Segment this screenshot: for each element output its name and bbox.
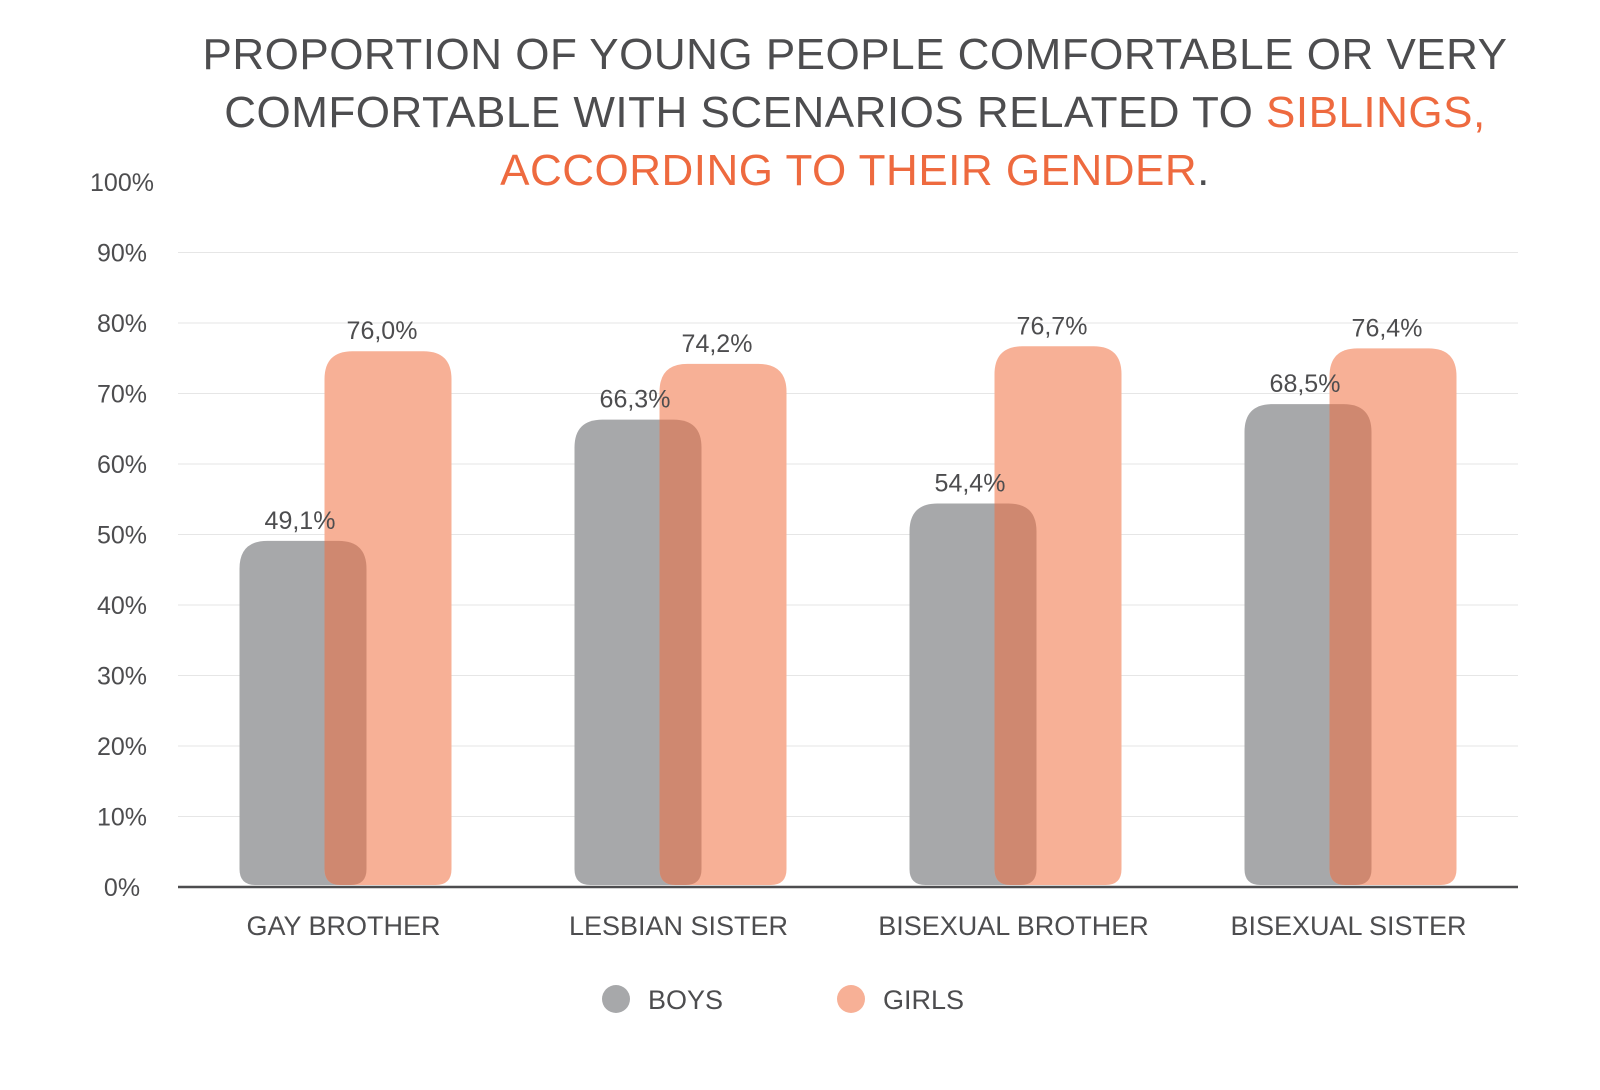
x-tick-label: LESBIAN SISTER [569, 911, 788, 941]
legend-girls-swatch [837, 985, 865, 1013]
title-highlight-gender: ACCORDING TO THEIR GENDER [500, 146, 1198, 195]
y-tick-label: 10% [97, 804, 147, 832]
title-period: . [1197, 146, 1210, 195]
bar-overlap [1329, 404, 1372, 885]
chart-title: PROPORTION OF YOUNG PEOPLE COMFORTABLE O… [60, 26, 1600, 200]
x-tick-label: BISEXUAL BROTHER [878, 911, 1149, 941]
legend-girls-label: GIRLS [883, 985, 964, 1015]
data-label-girls: 76,0% [347, 317, 418, 345]
y-tick-label: 80% [97, 310, 147, 338]
data-label-boys: 68,5% [1270, 370, 1341, 398]
y-tick-label: 40% [97, 592, 147, 620]
title-highlight-siblings: SIBLINGS, [1266, 88, 1486, 137]
title-line-2-text: COMFORTABLE WITH SCENARIOS RELATED TO [224, 88, 1267, 137]
y-tick-label: 0% [104, 874, 140, 902]
data-label-girls: 74,2% [682, 330, 753, 358]
bar-overlap [994, 503, 1037, 885]
data-label-boys: 66,3% [600, 386, 671, 414]
data-label-girls: 76,7% [1017, 312, 1088, 340]
legend-boys-swatch [602, 985, 630, 1013]
y-tick-label: 90% [97, 240, 147, 268]
y-tick-label: 70% [97, 381, 147, 409]
data-label-girls: 76,4% [1352, 314, 1423, 342]
y-tick-label: 30% [97, 663, 147, 691]
bar-overlap [324, 540, 367, 885]
x-tick-label: BISEXUAL SISTER [1230, 911, 1466, 941]
title-line-3: ACCORDING TO THEIR GENDER. [60, 142, 1600, 200]
y-tick-label: 100% [90, 169, 154, 197]
y-tick-label: 60% [97, 451, 147, 479]
data-label-boys: 54,4% [935, 469, 1006, 497]
y-tick-label: 20% [97, 733, 147, 761]
title-line-2: COMFORTABLE WITH SCENARIOS RELATED TO SI… [60, 84, 1600, 142]
data-label-boys: 49,1% [265, 507, 336, 535]
x-tick-label: GAY BROTHER [246, 911, 440, 941]
title-line-1: PROPORTION OF YOUNG PEOPLE COMFORTABLE O… [202, 30, 1508, 79]
y-tick-label: 50% [97, 522, 147, 550]
data-labels: 49,1% 76,0% 66,3% 74,2% 54,4% 76,7% 68,5% 76,4% [265, 312, 1423, 535]
legend-boys-label: BOYS [648, 985, 723, 1015]
y-axis-ticks: 0% 10% 20% 30% 40% 50% 60% 70% 80% 90% 100% [90, 169, 154, 902]
legend: BOYS GIRLS [602, 985, 964, 1015]
x-axis-ticks: GAY BROTHER LESBIAN SISTER BISEXUAL BROTHE… [246, 911, 1466, 941]
bar-overlap [659, 419, 702, 885]
bars [239, 346, 1457, 885]
